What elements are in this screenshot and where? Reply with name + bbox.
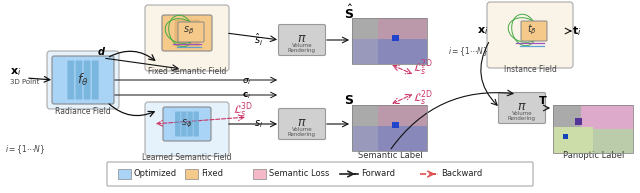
FancyBboxPatch shape bbox=[499, 92, 545, 124]
Text: Instance Field: Instance Field bbox=[504, 64, 556, 74]
Bar bbox=[553, 105, 633, 153]
Text: Volume
Rendering: Volume Rendering bbox=[288, 43, 316, 53]
Bar bbox=[378, 39, 427, 64]
FancyBboxPatch shape bbox=[47, 51, 119, 109]
FancyBboxPatch shape bbox=[76, 60, 83, 100]
Text: $\mathcal{L}_{s}^{\rm 2D}$: $\mathcal{L}_{s}^{\rm 2D}$ bbox=[413, 88, 433, 108]
Text: Semantic Label: Semantic Label bbox=[358, 151, 422, 159]
Text: Panoptic Label: Panoptic Label bbox=[563, 151, 625, 159]
Bar bbox=[378, 105, 427, 130]
FancyBboxPatch shape bbox=[278, 108, 326, 140]
Text: $\mathbf{x}_i$: $\mathbf{x}_i$ bbox=[10, 66, 21, 78]
Text: $\pi$: $\pi$ bbox=[297, 115, 307, 129]
FancyBboxPatch shape bbox=[181, 112, 187, 136]
Text: Forward: Forward bbox=[361, 169, 395, 179]
Text: $t_\beta$: $t_\beta$ bbox=[527, 23, 537, 37]
Text: d: d bbox=[97, 47, 104, 57]
Text: $\pi$: $\pi$ bbox=[517, 100, 527, 113]
Bar bbox=[253, 169, 266, 179]
FancyBboxPatch shape bbox=[145, 5, 229, 71]
FancyBboxPatch shape bbox=[52, 56, 114, 104]
Text: Backward: Backward bbox=[441, 169, 483, 179]
Text: $s_\phi$: $s_\phi$ bbox=[181, 118, 193, 130]
Bar bbox=[581, 105, 633, 129]
FancyBboxPatch shape bbox=[521, 21, 547, 41]
FancyBboxPatch shape bbox=[178, 22, 204, 42]
Text: $s_\beta$: $s_\beta$ bbox=[184, 25, 195, 37]
FancyBboxPatch shape bbox=[175, 112, 180, 136]
Text: $\mathbf{T}$: $\mathbf{T}$ bbox=[538, 94, 548, 106]
Text: $\hat{s}_i$: $\hat{s}_i$ bbox=[254, 32, 263, 48]
FancyBboxPatch shape bbox=[188, 112, 193, 136]
FancyBboxPatch shape bbox=[162, 15, 212, 51]
Text: $\mathbf{c}_i$: $\mathbf{c}_i$ bbox=[242, 91, 251, 101]
Text: Fixed: Fixed bbox=[201, 169, 223, 179]
Bar bbox=[352, 126, 427, 151]
Text: $s_i$: $s_i$ bbox=[254, 118, 263, 130]
Bar bbox=[392, 123, 399, 129]
Bar bbox=[352, 18, 427, 64]
Text: $\hat{\mathbf{S}}$: $\hat{\mathbf{S}}$ bbox=[344, 4, 354, 22]
Text: Radiance Field: Radiance Field bbox=[55, 107, 111, 115]
FancyBboxPatch shape bbox=[188, 19, 193, 47]
Text: $s_\beta$: $s_\beta$ bbox=[181, 27, 193, 39]
FancyBboxPatch shape bbox=[487, 2, 573, 68]
Text: Volume
Rendering: Volume Rendering bbox=[508, 111, 536, 121]
FancyBboxPatch shape bbox=[107, 162, 533, 186]
Text: $\pi$: $\pi$ bbox=[297, 31, 307, 45]
FancyBboxPatch shape bbox=[175, 19, 180, 47]
Text: $i = \{1 \cdots N\}$: $i = \{1 \cdots N\}$ bbox=[5, 144, 45, 156]
Bar bbox=[378, 18, 427, 43]
Text: $\mathcal{L}_{\hat{s}}^{\rm 2D}$: $\mathcal{L}_{\hat{s}}^{\rm 2D}$ bbox=[413, 58, 433, 79]
Bar bbox=[553, 127, 633, 153]
FancyBboxPatch shape bbox=[193, 112, 199, 136]
Bar bbox=[185, 169, 198, 179]
Bar bbox=[378, 126, 427, 151]
Text: Volume
Rendering: Volume Rendering bbox=[288, 127, 316, 137]
Bar bbox=[352, 18, 427, 64]
Bar bbox=[563, 134, 568, 139]
Bar bbox=[352, 105, 427, 151]
Bar bbox=[553, 105, 633, 153]
Text: $i = \{1 \cdots N\}$: $i = \{1 \cdots N\}$ bbox=[448, 46, 488, 58]
Text: $\mathbf{x}_i$: $\mathbf{x}_i$ bbox=[477, 25, 488, 37]
Text: $f_\theta$: $f_\theta$ bbox=[77, 72, 89, 88]
Bar bbox=[118, 169, 131, 179]
Text: Semantic Loss: Semantic Loss bbox=[269, 169, 330, 179]
FancyBboxPatch shape bbox=[278, 25, 326, 56]
Text: $\mathbf{S}$: $\mathbf{S}$ bbox=[344, 93, 354, 107]
Text: Learned Semantic Field: Learned Semantic Field bbox=[142, 152, 232, 162]
Text: $\mathcal{L}_{s}^{\rm 3D}$: $\mathcal{L}_{s}^{\rm 3D}$ bbox=[233, 100, 253, 120]
FancyBboxPatch shape bbox=[92, 60, 99, 100]
Text: 3D Point: 3D Point bbox=[10, 79, 40, 85]
Bar bbox=[392, 36, 399, 41]
Text: Fixed Semantic Field: Fixed Semantic Field bbox=[148, 68, 226, 76]
Text: $\sigma_i$: $\sigma_i$ bbox=[242, 77, 252, 87]
FancyBboxPatch shape bbox=[67, 60, 74, 100]
Bar bbox=[352, 39, 427, 64]
FancyBboxPatch shape bbox=[145, 102, 229, 156]
FancyBboxPatch shape bbox=[163, 107, 211, 141]
Bar bbox=[553, 127, 593, 153]
Text: $\mathbf{t}_i$: $\mathbf{t}_i$ bbox=[572, 24, 582, 38]
FancyBboxPatch shape bbox=[181, 19, 187, 47]
Bar bbox=[575, 119, 582, 125]
FancyBboxPatch shape bbox=[84, 60, 90, 100]
FancyBboxPatch shape bbox=[194, 19, 200, 47]
Text: Optimized: Optimized bbox=[134, 169, 177, 179]
Bar bbox=[352, 105, 427, 151]
